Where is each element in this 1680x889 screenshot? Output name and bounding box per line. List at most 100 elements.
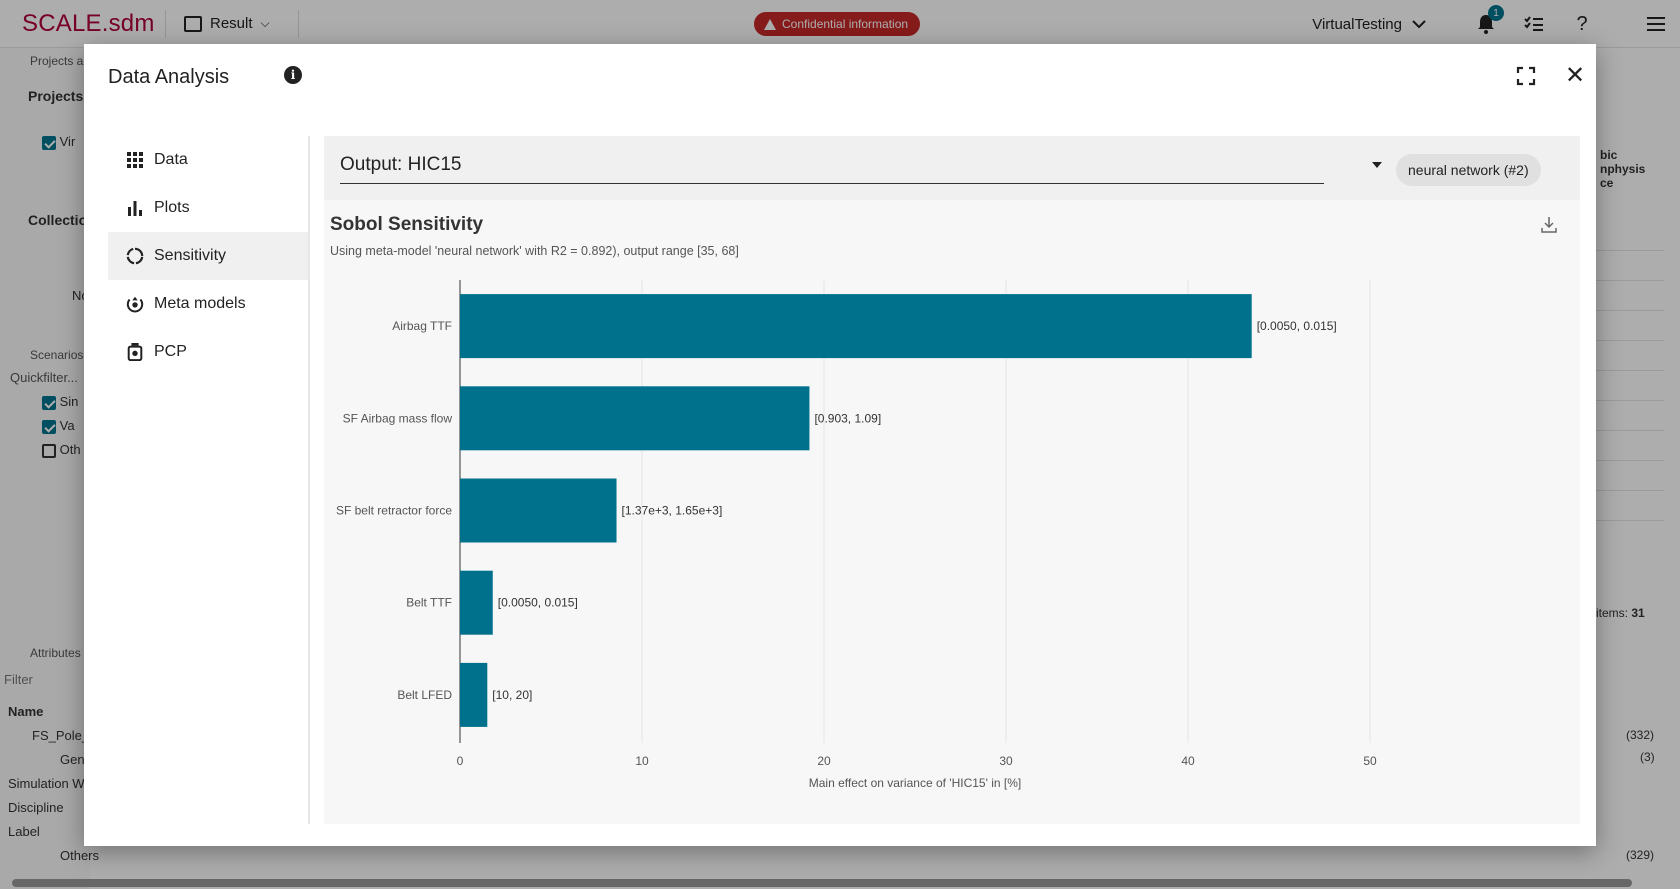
workspace-menu[interactable]: VirtualTesting [1312,16,1426,33]
output-select[interactable]: Output: HIC15 [340,148,1324,184]
checklist-icon [1524,16,1543,31]
filter-input[interactable]: Filter [4,672,33,687]
nav-label: Data [154,151,188,168]
divider [165,9,166,38]
row-divider [1596,430,1664,431]
bar-data-label: [10, 20] [492,688,532,702]
divider [298,9,299,38]
attributes-tab[interactable]: Attributes [30,646,81,660]
chart-subtitle: Using meta-model 'neural network' with R… [330,244,739,258]
fullscreen-icon[interactable] [1514,64,1538,88]
row-divider [1596,340,1664,341]
quickfilter-input[interactable]: Quickfilter... [10,370,78,385]
row-divider [1596,490,1664,491]
tree-node[interactable]: Simulation Wa [8,776,92,791]
count-label: (3) [1640,750,1655,764]
filter-item[interactable]: Va [42,418,75,434]
nav-label: PCP [154,343,187,360]
row-divider [1596,250,1664,251]
filter-checkbox[interactable] [42,419,56,434]
row-divider [1596,370,1664,371]
count-label: (329) [1626,848,1655,862]
notification-badge: 1 [1488,5,1504,21]
help-icon: ? [1576,12,1588,35]
nav-item-sensitivity[interactable]: Sensitivity [108,232,308,280]
bar-data-label: [0.0050, 0.015] [498,596,578,610]
data-analysis-dialog: Data Analysis i ✕ Data Plots [84,44,1596,846]
nav-item-plots[interactable]: Plots [108,184,308,232]
project-item[interactable]: Vir [42,134,75,150]
x-axis-label: Main effect on variance of 'HIC15' in [%… [809,776,1021,790]
workspace-label: VirtualTesting [1312,15,1402,33]
circle-dots-icon [126,247,144,265]
category-label: SF belt retractor force [336,504,452,518]
bar [460,294,1252,359]
scenarios-tab[interactable]: Scenarios [30,348,84,362]
nav-item-data[interactable]: Data [108,136,308,184]
filter-checkbox[interactable] [42,443,56,458]
category-label: SF Airbag mass flow [343,411,453,425]
grid-icon [127,152,143,168]
category-label: Airbag TTF [392,319,452,333]
row-divider [1596,310,1664,311]
output-toolbar: Output: HIC15 neural network (#2) [324,136,1580,200]
dropdown-arrow-icon[interactable] [1372,162,1382,168]
filter-checkbox[interactable] [42,395,56,410]
download-icon[interactable] [1540,216,1558,234]
right-panel: bic nphysis ce items: 31 (332) (3) (329) [1596,48,1680,889]
nav-item-pcp[interactable]: PCP [108,328,308,376]
x-tick-label: 50 [1363,754,1377,768]
tasks-button[interactable] [1510,0,1558,48]
tree-node[interactable]: Gen [60,752,85,767]
confidential-badge: Confidential information [754,12,921,36]
filter-item[interactable]: Sin [42,394,78,410]
bar-data-label: [0.903, 1.09] [814,411,881,425]
filter-label: Oth [59,442,81,457]
row-divider [1596,400,1664,401]
tree-node[interactable]: Others [60,848,100,863]
top-bar: SCALE.sdm Result ⌵ Confidential informat… [0,0,1680,48]
sobol-bar-chart: 0 10 20 30 40 50 Airbag TTF [0.0050, 0.015] SF A… [336,280,1377,790]
nav-item-meta-models[interactable]: Meta models [108,280,308,328]
filter-item[interactable]: Oth [42,442,81,458]
count-label: (332) [1626,728,1655,742]
close-icon[interactable]: ✕ [1564,61,1586,89]
result-menu-button[interactable]: Result ⌵ [166,15,298,32]
x-tick-label: 40 [1181,754,1195,768]
row-divider [1596,280,1664,281]
help-button[interactable]: ? [1558,0,1606,48]
bar [460,386,810,451]
main-menu-button[interactable] [1632,0,1680,48]
project-checkbox[interactable] [42,135,56,150]
items-count: items: 31 [1596,606,1645,620]
tree-node[interactable]: Label [8,824,40,839]
collections-header: Collectio [28,212,88,228]
chevron-down-icon [1412,19,1426,28]
tree-node[interactable]: Discipline [8,800,64,815]
hamburger-icon [1647,17,1665,31]
column-header: bic nphysis ce [1600,148,1646,190]
x-tick-label: 30 [999,754,1013,768]
chevron-down-icon: ⌵ [260,16,270,30]
brand-logo[interactable]: SCALE.sdm [22,9,155,37]
name-column-header[interactable]: Name [8,704,44,719]
category-label: Belt TTF [406,596,452,610]
chart-title: Sobol Sensitivity [330,214,484,235]
bar [460,570,493,635]
chart-window-icon [184,15,202,32]
projects-header: Projects [28,88,84,104]
meta-model-icon [126,296,144,313]
notifications-button[interactable]: 1 [1462,0,1510,48]
bar-data-label: [1.37e+3, 1.65e+3] [622,504,723,518]
x-tick-label: 10 [635,754,649,768]
tree-node[interactable]: FS_Pole_ [32,728,90,743]
projects-tab[interactable]: Projects a [30,54,84,68]
top-right-actions: VirtualTesting 1 ? [1312,0,1680,48]
info-icon[interactable]: i [284,66,302,84]
warning-icon [764,18,776,30]
horizontal-scrollbar[interactable] [12,879,1632,887]
sensitivity-panel: Output: HIC15 neural network (#2) Sobol … [324,136,1580,824]
model-chip[interactable]: neural network (#2) [1396,154,1541,186]
items-value: 31 [1631,606,1645,620]
